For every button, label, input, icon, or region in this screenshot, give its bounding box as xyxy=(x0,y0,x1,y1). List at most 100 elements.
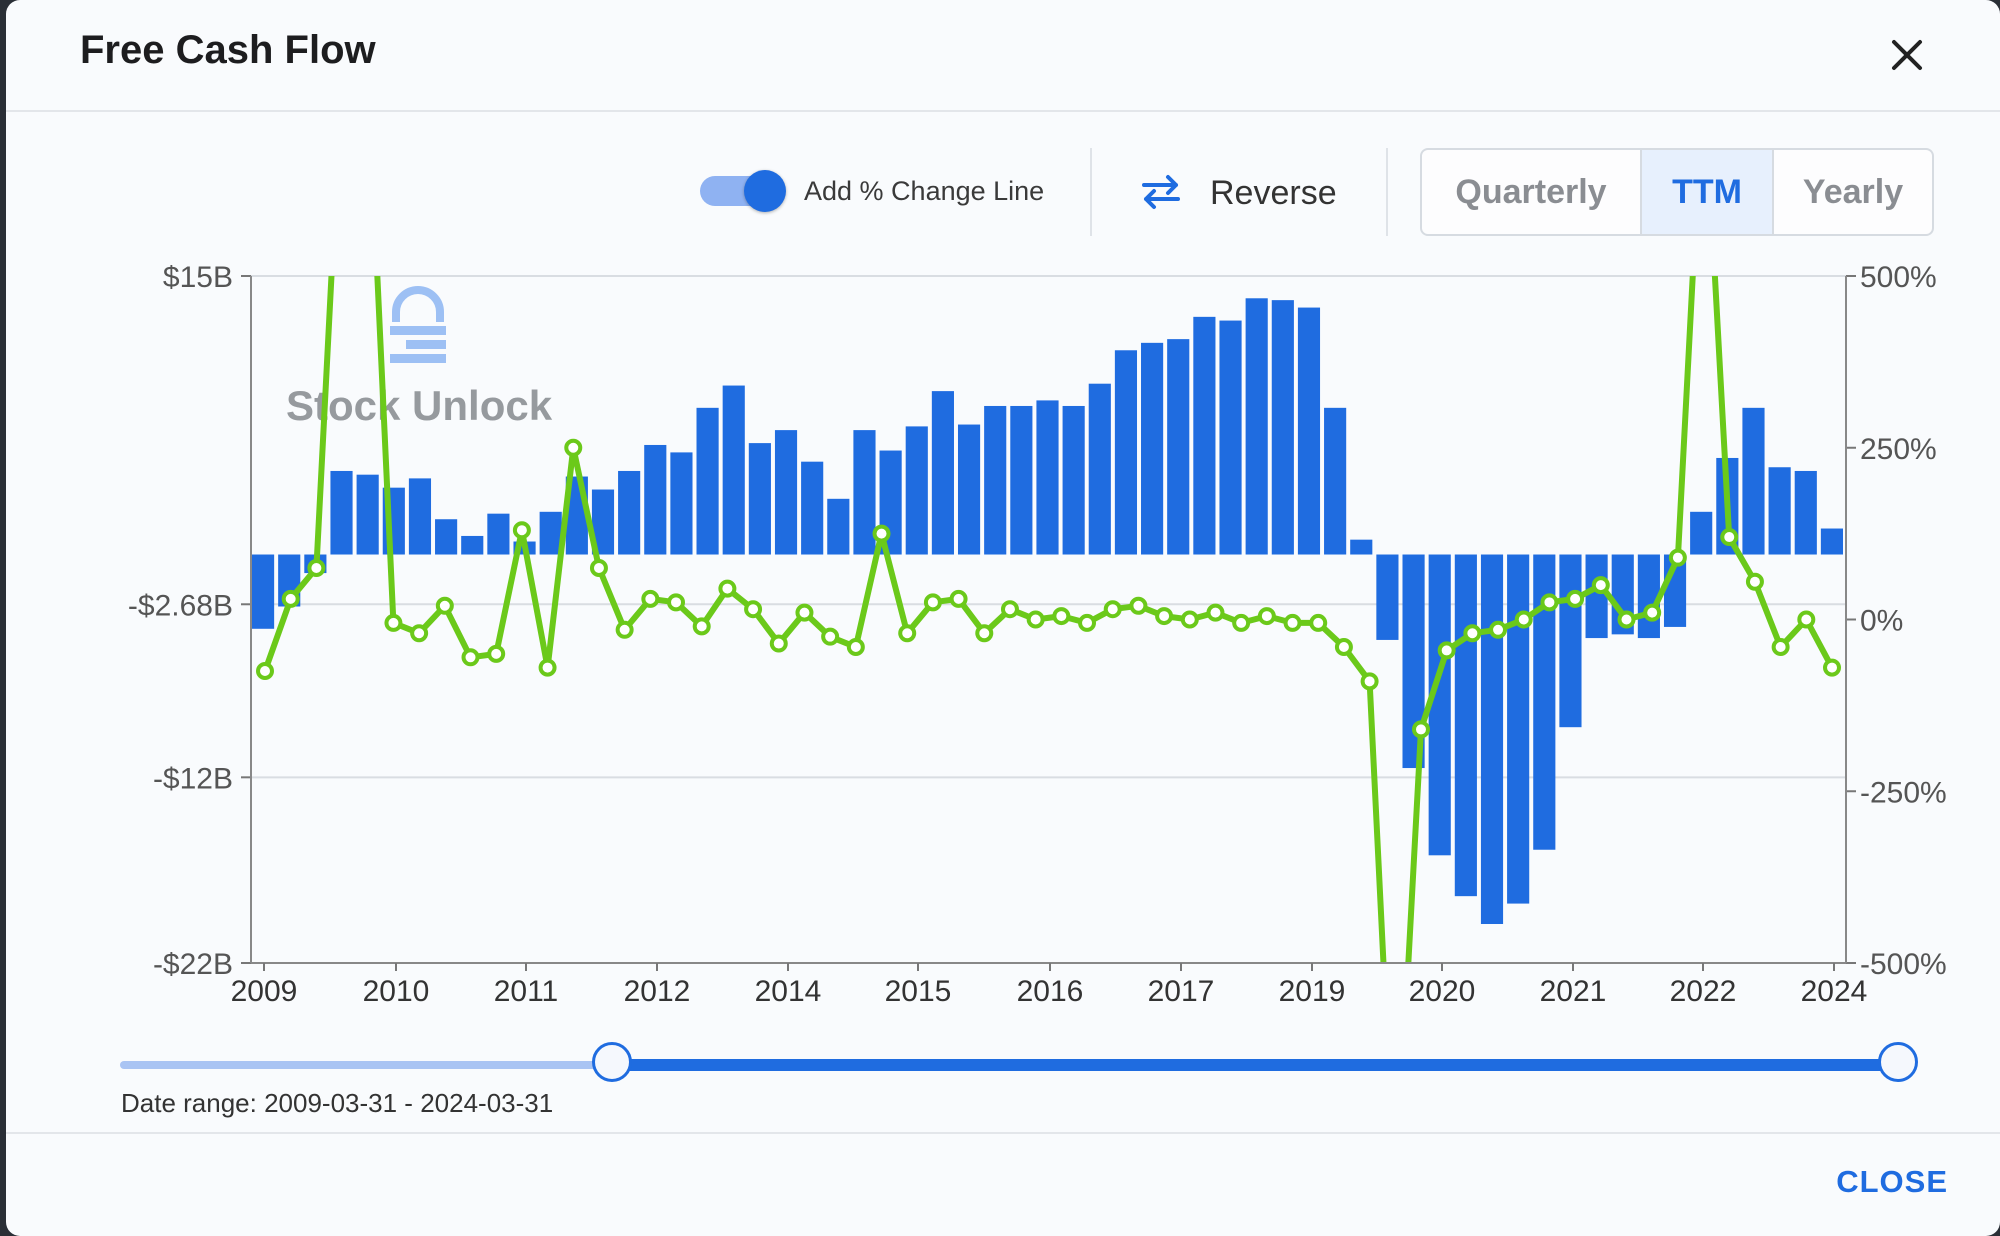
change-point xyxy=(1823,658,1841,677)
right-axis-tick-label: -500% xyxy=(1860,948,1947,981)
x-axis-tick-label: 2009 xyxy=(231,975,298,1008)
bar xyxy=(1454,554,1477,897)
x-axis-tick-label: 2022 xyxy=(1670,975,1737,1008)
change-point xyxy=(1283,613,1302,632)
change-point xyxy=(461,648,480,667)
dialog: Free Cash Flow Add % Change Line Reverse… xyxy=(6,0,2000,1236)
bar xyxy=(618,470,641,555)
period-yearly[interactable]: Yearly xyxy=(1802,173,1904,211)
watermark-text: Stock Unlock xyxy=(286,382,553,429)
bar xyxy=(1480,554,1504,925)
x-axis-tick-label: 2016 xyxy=(1017,975,1084,1008)
change-point xyxy=(1360,672,1379,691)
slider-end-handle[interactable] xyxy=(1878,1042,1918,1082)
reverse-button[interactable]: Reverse xyxy=(1210,174,1337,212)
close-button[interactable]: CLOSE xyxy=(1836,1164,1948,1199)
change-point xyxy=(692,617,711,636)
bar xyxy=(670,452,693,555)
bar xyxy=(435,519,458,555)
dialog-footer: CLOSE xyxy=(6,1132,2000,1236)
bar xyxy=(801,461,824,555)
change-point xyxy=(589,558,608,577)
dialog-title: Free Cash Flow xyxy=(80,28,376,72)
bar xyxy=(1062,405,1085,555)
bar xyxy=(905,426,928,555)
bar xyxy=(1402,554,1425,769)
date-range-slider[interactable] xyxy=(114,1040,1924,1090)
bar xyxy=(1585,554,1608,639)
change-point xyxy=(538,658,557,677)
bar xyxy=(539,511,562,555)
close-icon[interactable] xyxy=(1882,30,1932,80)
bar xyxy=(1350,539,1373,555)
period-quarterly[interactable]: Quarterly xyxy=(1422,150,1642,234)
change-point xyxy=(1232,613,1251,632)
toolbar-divider xyxy=(1386,148,1388,236)
right-axis-tick-label: 500% xyxy=(1860,261,1937,294)
period-ttm[interactable]: TTM xyxy=(1642,150,1774,234)
change-line-toggle[interactable] xyxy=(700,170,790,212)
bar xyxy=(696,407,719,555)
change-point xyxy=(1720,528,1739,547)
change-point xyxy=(949,589,968,608)
change-point xyxy=(1643,603,1662,622)
change-point xyxy=(744,600,763,619)
x-axis-tick-label: 2010 xyxy=(363,975,430,1008)
change-point xyxy=(641,589,660,608)
watermark: Stock Unlock xyxy=(286,286,553,429)
slider-fill xyxy=(606,1059,1896,1071)
change-point xyxy=(769,634,788,653)
change-point xyxy=(975,624,994,643)
x-axis-tick-label: 2012 xyxy=(624,975,691,1008)
slider-start-handle[interactable] xyxy=(592,1042,632,1082)
bar xyxy=(1507,554,1530,904)
x-axis-tick-label: 2020 xyxy=(1409,975,1476,1008)
bar xyxy=(1036,400,1059,555)
right-axis-tick-label: 0% xyxy=(1860,605,1903,638)
bar xyxy=(591,489,615,555)
change-point xyxy=(1745,572,1764,591)
bar xyxy=(1742,407,1765,555)
swap-arrows-icon[interactable] xyxy=(1138,172,1184,212)
change-point xyxy=(1052,607,1071,626)
change-point xyxy=(1514,610,1533,629)
change-point xyxy=(718,579,737,598)
change-point xyxy=(1617,610,1636,629)
bar xyxy=(408,478,432,555)
x-axis-tick-label: 2014 xyxy=(755,975,822,1008)
change-point xyxy=(1540,593,1559,612)
change-point xyxy=(795,603,814,622)
stock-unlock-logo-icon xyxy=(390,286,446,363)
change-point xyxy=(1591,576,1610,595)
left-axis-tick-label: -$2.68B xyxy=(128,589,233,622)
change-point xyxy=(667,593,686,612)
toggle-knob xyxy=(744,170,786,212)
change-point xyxy=(1129,596,1148,615)
bar xyxy=(1297,307,1321,555)
change-point xyxy=(307,558,326,577)
change-point xyxy=(384,613,403,632)
bar xyxy=(1193,316,1216,555)
bar xyxy=(748,443,771,555)
bar xyxy=(1324,407,1347,555)
bar xyxy=(1010,405,1033,555)
change-point xyxy=(615,620,634,639)
bar xyxy=(1245,298,1268,555)
change-point xyxy=(1437,641,1456,660)
bar xyxy=(853,430,876,555)
x-axis-tick-label: 2021 xyxy=(1540,975,1607,1008)
change-point xyxy=(1309,613,1328,632)
bar xyxy=(461,535,484,555)
change-point xyxy=(512,521,531,540)
dialog-header: Free Cash Flow xyxy=(6,0,2000,112)
bar xyxy=(1088,383,1111,555)
bar xyxy=(722,385,745,555)
change-point xyxy=(846,637,865,656)
bar xyxy=(252,554,275,629)
bar xyxy=(1271,300,1294,555)
bar xyxy=(774,430,798,555)
change-point xyxy=(898,624,917,643)
change-point xyxy=(1797,610,1816,629)
bar xyxy=(1141,342,1164,555)
change-point xyxy=(1566,589,1585,608)
